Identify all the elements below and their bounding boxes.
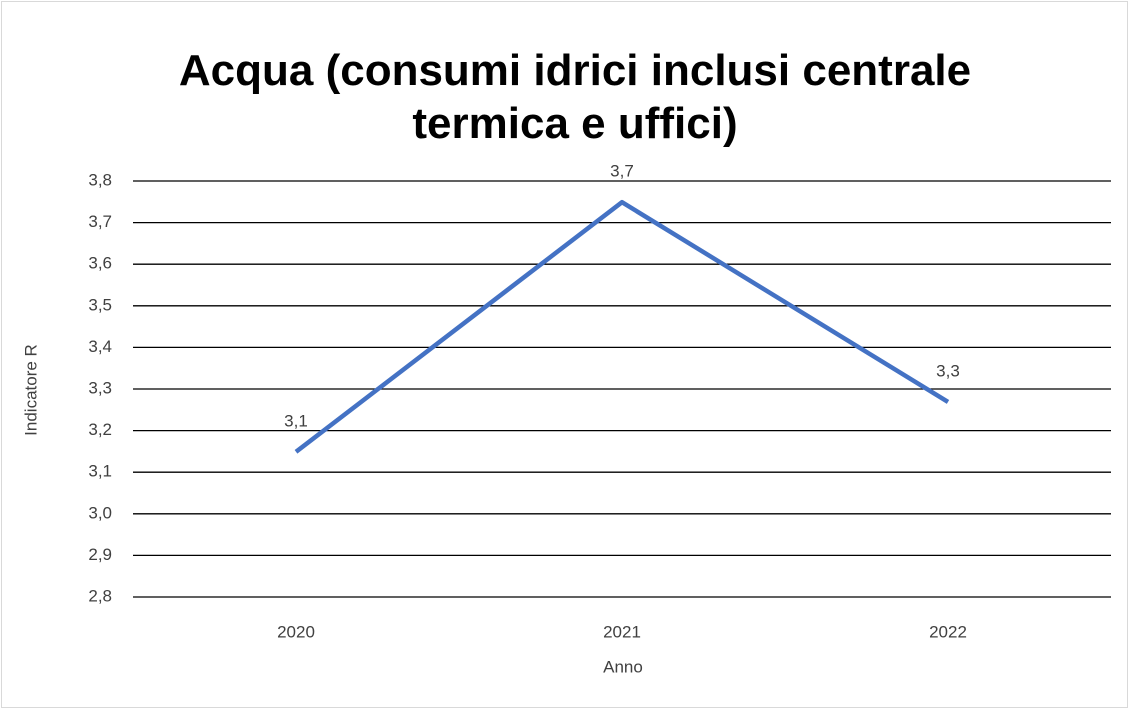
data-line [294,199,950,454]
y-axis-label: Indicatore R [21,344,40,436]
x-axis-label: Anno [603,657,643,676]
y-tick-label: 3,7 [88,212,112,231]
x-tick-label: 2021 [603,622,641,641]
y-tick-label: 3,3 [88,378,112,397]
x-tick-label: 2020 [277,622,315,641]
y-tick-label: 3,4 [88,337,112,356]
y-tick-label: 3,8 [88,170,112,189]
y-tick-label: 3,6 [88,254,112,273]
x-tick-label: 2022 [929,622,967,641]
data-label: 3,7 [610,162,634,181]
y-tick-label: 3,2 [88,420,112,439]
y-tick-label: 3,1 [88,462,112,481]
data-label: 3,3 [936,361,960,380]
y-tick-label: 2,8 [88,586,112,605]
y-tick-label: 2,9 [88,545,112,564]
y-tick-label: 3,0 [88,503,112,522]
data-label: 3,1 [284,411,308,430]
y-tick-label: 3,5 [88,295,112,314]
chart-title: Acqua (consumi idrici inclusi centrale t… [178,46,972,148]
